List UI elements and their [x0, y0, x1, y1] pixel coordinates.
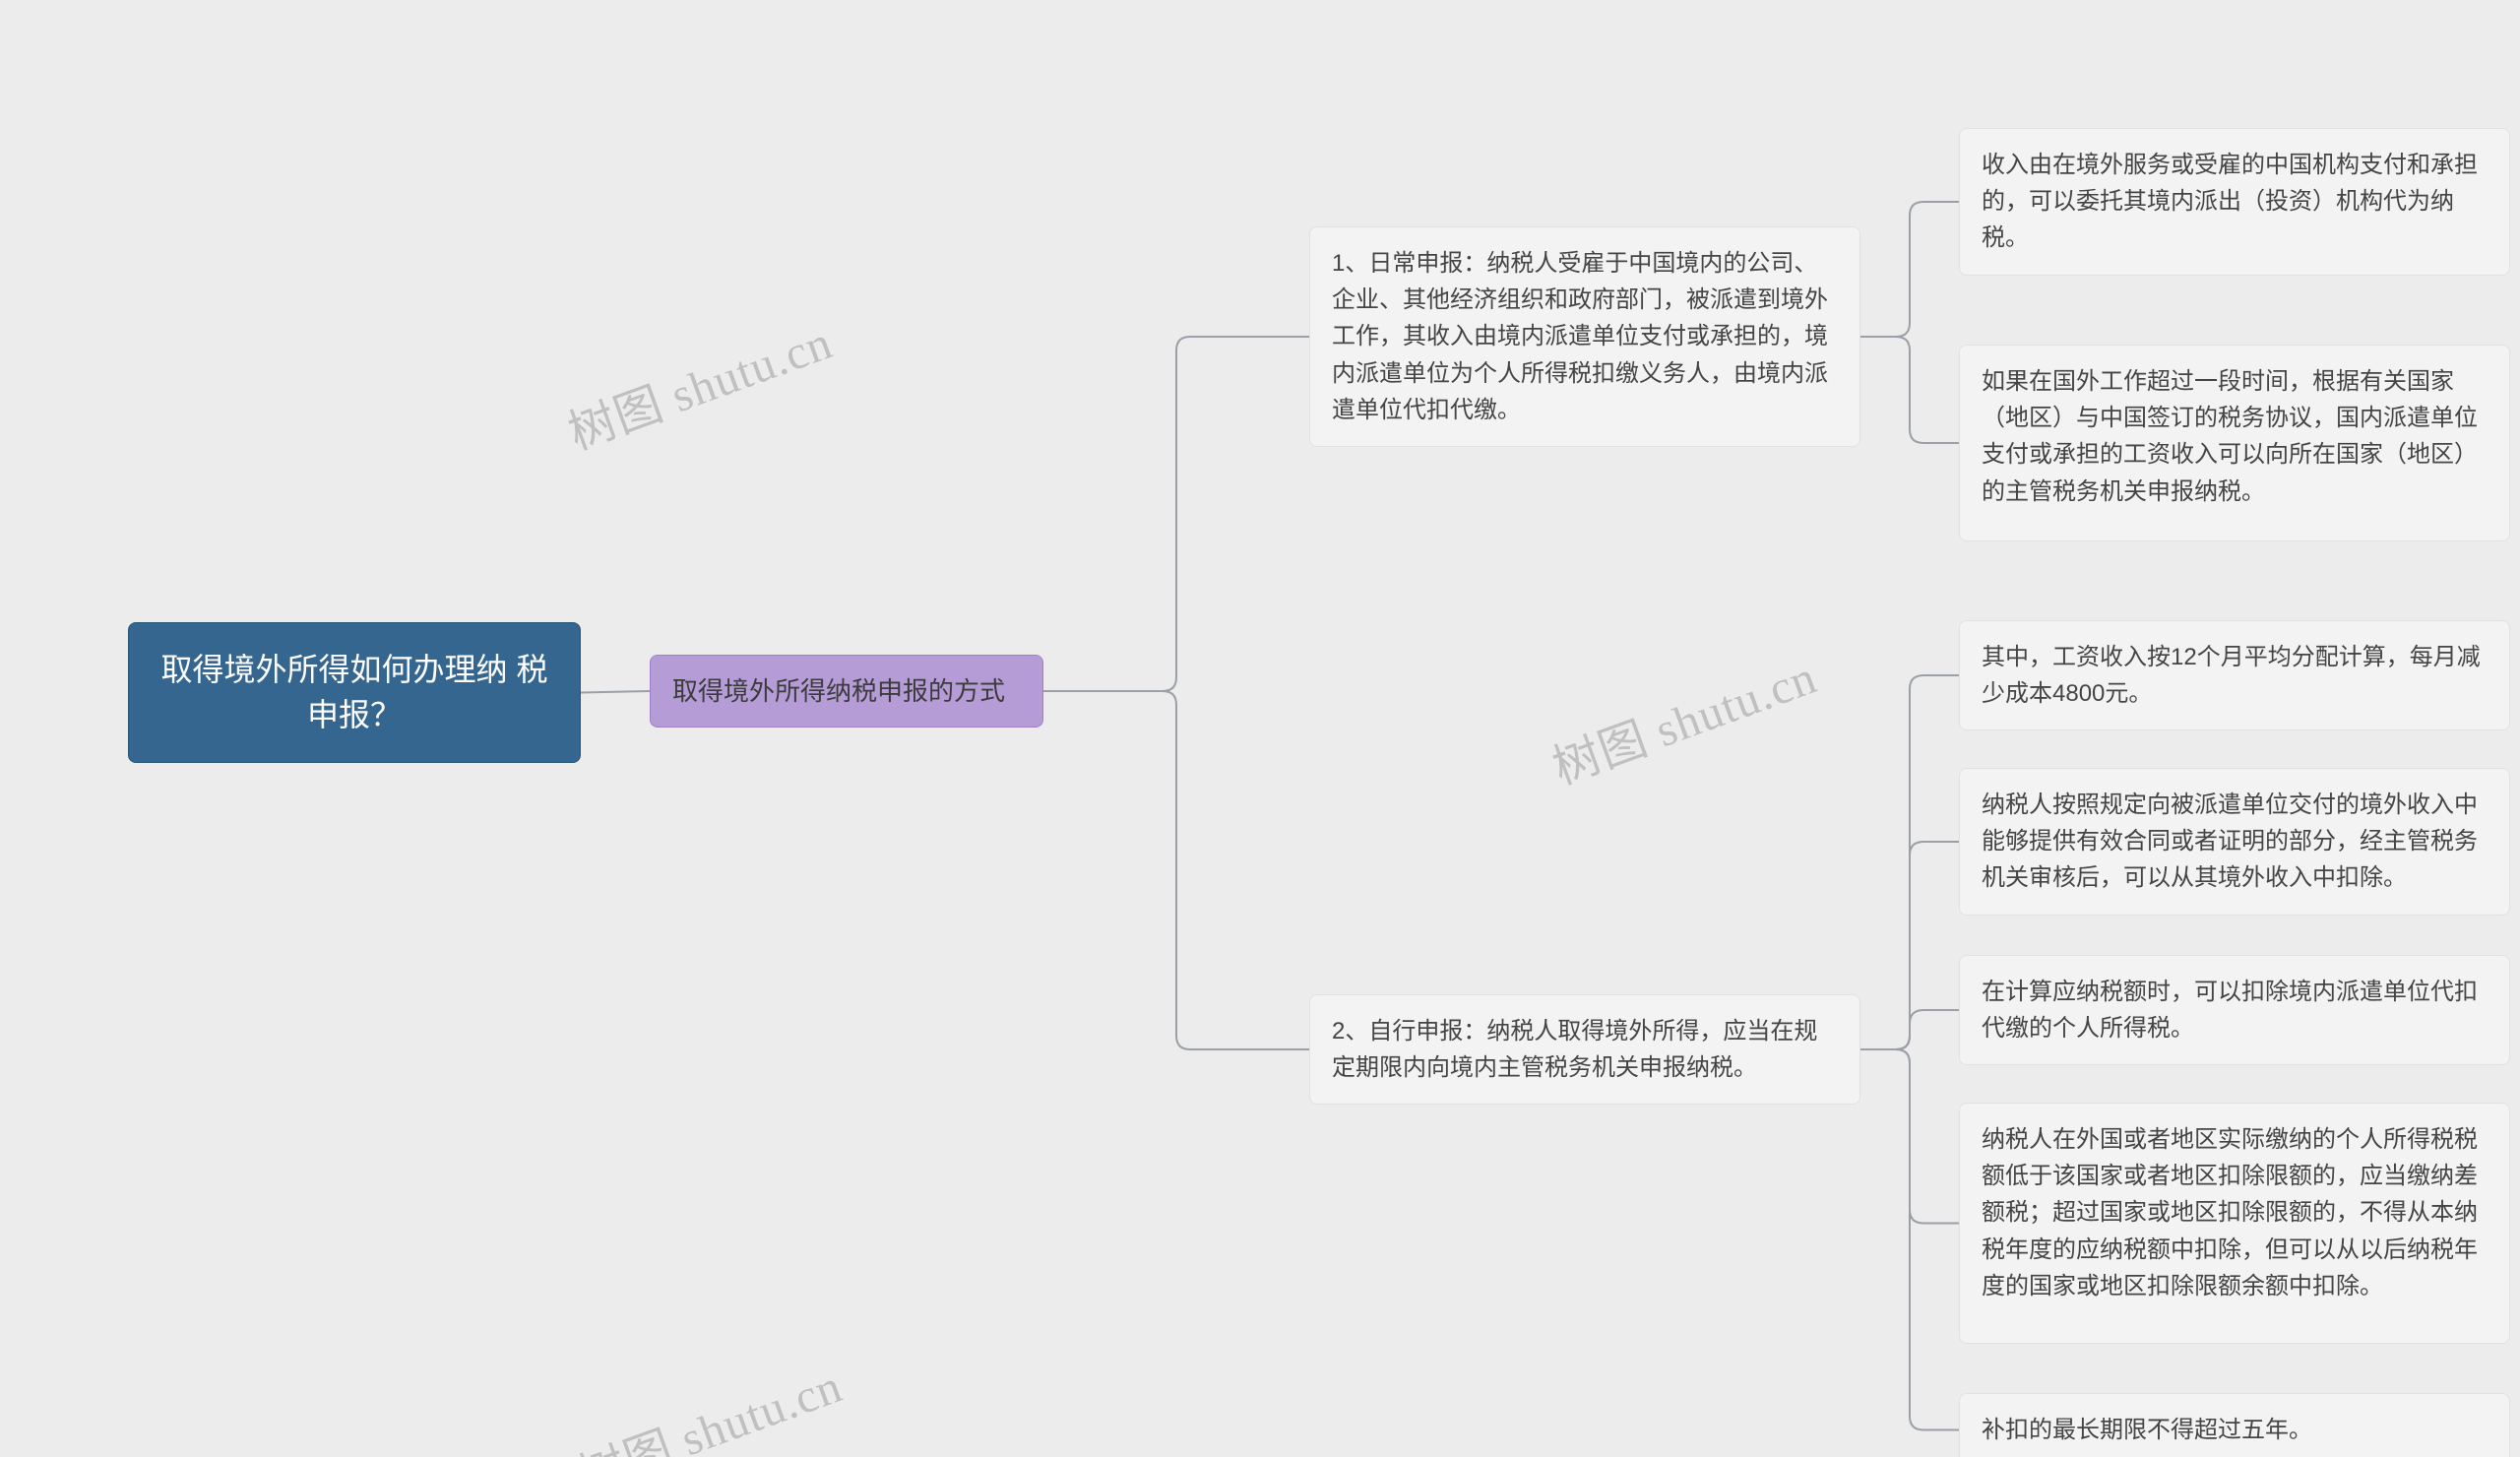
- level1-node[interactable]: 取得境外所得纳税申报的方式: [650, 655, 1043, 728]
- leaf-node-7[interactable]: 补扣的最长期限不得超过五年。: [1959, 1393, 2510, 1457]
- root-node[interactable]: 取得境外所得如何办理纳 税申报？: [128, 622, 581, 763]
- root-label: 取得境外所得如何办理纳 税申报？: [161, 652, 548, 732]
- watermark: 树图 shutu.cn: [1542, 638, 1824, 797]
- branch-2-label: 2、自行申报：纳税人取得境外所得，应当在规定期限内向境内主管税务机关申报纳税。: [1332, 1018, 1817, 1081]
- connector: [1860, 842, 1959, 1049]
- connector: [1860, 337, 1959, 443]
- leaf-3-label: 其中，工资收入按12个月平均分配计算，每月减少成本4800元。: [1982, 644, 2481, 707]
- leaf-6-label: 纳税人在外国或者地区实际缴纳的个人所得税税额低于该国家或者地区扣除限额的，应当缴…: [1982, 1126, 2478, 1299]
- watermark: 树图 shutu.cn: [557, 303, 840, 463]
- branch-1-label: 1、日常申报：纳税人受雇于中国境内的公司、企业、其他经济组织和政府部门，被派遣到…: [1332, 250, 1828, 423]
- leaf-node-6[interactable]: 纳税人在外国或者地区实际缴纳的个人所得税税额低于该国家或者地区扣除限额的，应当缴…: [1959, 1103, 2510, 1344]
- leaf-node-4[interactable]: 纳税人按照规定向被派遣单位交付的境外收入中能够提供有效合同或者证明的部分，经主管…: [1959, 768, 2510, 916]
- leaf-4-label: 纳税人按照规定向被派遣单位交付的境外收入中能够提供有效合同或者证明的部分，经主管…: [1982, 792, 2478, 891]
- leaf-1-label: 收入由在境外服务或受雇的中国机构支付和承担的，可以委托其境内派出（投资）机构代为…: [1982, 152, 2478, 251]
- connector: [1860, 675, 1959, 1049]
- watermark: 树图 shutu.cn: [567, 1347, 850, 1457]
- connector: [581, 691, 650, 693]
- connector: [1860, 1010, 1959, 1049]
- leaf-2-label: 如果在国外工作超过一段时间，根据有关国家（地区）与中国签订的税务协议，国内派遣单…: [1982, 368, 2478, 505]
- branch-node-1[interactable]: 1、日常申报：纳税人受雇于中国境内的公司、企业、其他经济组织和政府部门，被派遣到…: [1309, 226, 1860, 447]
- leaf-node-2[interactable]: 如果在国外工作超过一段时间，根据有关国家（地区）与中国签订的税务协议，国内派遣单…: [1959, 345, 2510, 541]
- connector: [1860, 1049, 1959, 1224]
- connector: [1860, 1049, 1959, 1430]
- connector: [1860, 202, 1959, 337]
- branch-node-2[interactable]: 2、自行申报：纳税人取得境外所得，应当在规定期限内向境内主管税务机关申报纳税。: [1309, 994, 1860, 1105]
- level1-label: 取得境外所得纳税申报的方式: [672, 676, 1005, 706]
- leaf-node-1[interactable]: 收入由在境外服务或受雇的中国机构支付和承担的，可以委托其境内派出（投资）机构代为…: [1959, 128, 2510, 276]
- leaf-node-3[interactable]: 其中，工资收入按12个月平均分配计算，每月减少成本4800元。: [1959, 620, 2510, 730]
- connector: [1043, 337, 1309, 691]
- leaf-5-label: 在计算应纳税额时，可以扣除境内派遣单位代扣代缴的个人所得税。: [1982, 979, 2478, 1042]
- leaf-node-5[interactable]: 在计算应纳税额时，可以扣除境内派遣单位代扣代缴的个人所得税。: [1959, 955, 2510, 1065]
- connector: [1043, 691, 1309, 1049]
- leaf-7-label: 补扣的最长期限不得超过五年。: [1982, 1417, 2312, 1443]
